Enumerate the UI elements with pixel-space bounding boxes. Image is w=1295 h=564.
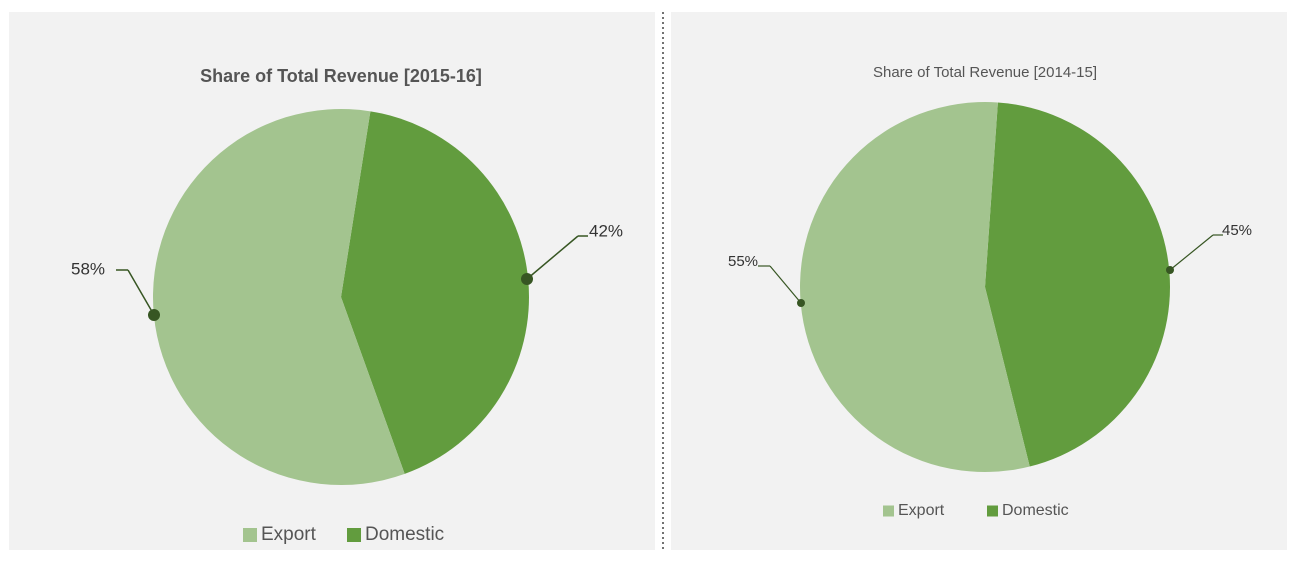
data-label: 42% xyxy=(589,221,623,240)
legend-swatch xyxy=(243,528,257,542)
legend-swatch xyxy=(987,505,998,517)
leader-line xyxy=(127,269,155,316)
data-label: 58% xyxy=(71,259,105,278)
legend-label: Export xyxy=(898,502,945,519)
legend-label: Domestic xyxy=(1002,502,1069,519)
pie-slice xyxy=(799,102,1030,473)
leader-line xyxy=(526,235,579,280)
leader-line xyxy=(769,265,802,304)
legend-swatch xyxy=(883,505,894,517)
pie-slice xyxy=(341,111,529,474)
pie-slice xyxy=(153,108,405,486)
legend-label: Domestic xyxy=(365,524,444,545)
data-label: 55% xyxy=(728,253,758,270)
leader-dot xyxy=(1166,266,1174,274)
chart-title: Share of Total Revenue [2015-16] xyxy=(200,66,482,86)
legend-label: Export xyxy=(261,524,317,545)
leader-line xyxy=(1169,234,1214,271)
data-label: 45% xyxy=(1222,222,1252,239)
leader-dot xyxy=(148,309,160,321)
pie-slice xyxy=(985,102,1170,467)
leader-dot xyxy=(797,299,805,307)
legend-swatch xyxy=(347,528,361,542)
leader-dot xyxy=(521,273,533,285)
chart-title: Share of Total Revenue [2014-15] xyxy=(873,64,1097,81)
